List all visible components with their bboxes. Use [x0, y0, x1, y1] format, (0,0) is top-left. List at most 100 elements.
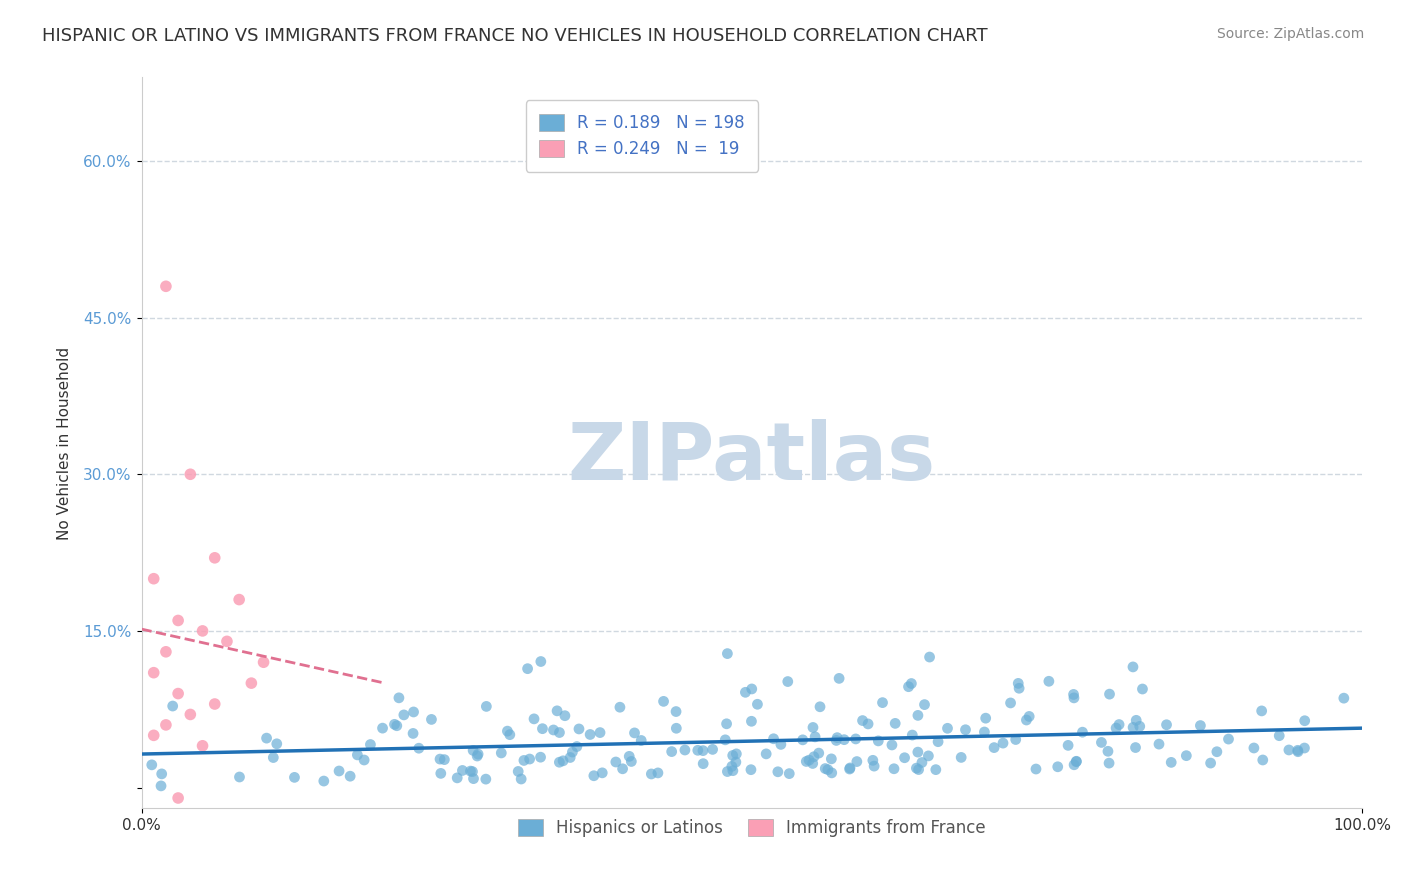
Hispanics or Latinos: [702, 742, 724, 756]
Hispanics or Latinos: [371, 721, 394, 735]
Immigrants from France: [142, 665, 165, 680]
Hispanics or Latinos: [927, 734, 949, 748]
Hispanics or Latinos: [1156, 717, 1178, 731]
Hispanics or Latinos: [339, 769, 361, 783]
Hispanics or Latinos: [1000, 696, 1022, 710]
Hispanics or Latinos: [900, 676, 922, 690]
Hispanics or Latinos: [630, 733, 652, 747]
Hispanics or Latinos: [513, 754, 536, 768]
Hispanics or Latinos: [755, 747, 778, 761]
Hispanics or Latinos: [516, 662, 538, 676]
Immigrants from France: [252, 655, 274, 669]
Hispanics or Latinos: [907, 708, 929, 723]
Hispanics or Latinos: [862, 753, 884, 767]
Hispanics or Latinos: [1175, 748, 1198, 763]
Hispanics or Latinos: [883, 762, 905, 776]
Hispanics or Latinos: [463, 743, 485, 757]
Hispanics or Latinos: [741, 681, 763, 696]
Hispanics or Latinos: [1243, 741, 1265, 756]
Hispanics or Latinos: [721, 759, 744, 773]
Hispanics or Latinos: [530, 655, 553, 669]
Immigrants from France: [204, 550, 226, 565]
Hispanics or Latinos: [897, 680, 920, 694]
Hispanics or Latinos: [950, 750, 973, 764]
Hispanics or Latinos: [554, 708, 576, 723]
Text: HISPANIC OR LATINO VS IMMIGRANTS FROM FRANCE NO VEHICLES IN HOUSEHOLD CORRELATIO: HISPANIC OR LATINO VS IMMIGRANTS FROM FR…: [42, 27, 988, 45]
Legend: Hispanics or Latinos, Immigrants from France: Hispanics or Latinos, Immigrants from Fr…: [510, 813, 993, 844]
Hispanics or Latinos: [884, 716, 907, 731]
Hispanics or Latinos: [1108, 717, 1130, 731]
Hispanics or Latinos: [523, 712, 546, 726]
Hispanics or Latinos: [1098, 756, 1121, 771]
Hispanics or Latinos: [1122, 660, 1144, 674]
Hispanics or Latinos: [328, 764, 350, 778]
Hispanics or Latinos: [817, 763, 839, 777]
Hispanics or Latinos: [839, 761, 862, 775]
Hispanics or Latinos: [384, 717, 406, 731]
Hispanics or Latinos: [801, 721, 824, 735]
Hispanics or Latinos: [804, 730, 827, 744]
Hispanics or Latinos: [582, 769, 605, 783]
Hispanics or Latinos: [872, 696, 894, 710]
Hispanics or Latinos: [1064, 755, 1087, 769]
Hispanics or Latinos: [845, 755, 868, 769]
Hispanics or Latinos: [673, 743, 696, 757]
Hispanics or Latinos: [402, 705, 425, 719]
Hispanics or Latinos: [460, 764, 482, 778]
Immigrants from France: [179, 467, 201, 482]
Hispanics or Latinos: [652, 694, 675, 708]
Hispanics or Latinos: [901, 728, 924, 742]
Hispanics or Latinos: [1046, 760, 1069, 774]
Hispanics or Latinos: [589, 725, 612, 739]
Text: ZIPatlas: ZIPatlas: [568, 418, 936, 497]
Hispanics or Latinos: [446, 771, 468, 785]
Hispanics or Latinos: [1122, 720, 1144, 734]
Hispanics or Latinos: [766, 764, 789, 779]
Hispanics or Latinos: [1066, 754, 1088, 768]
Hispanics or Latinos: [1218, 732, 1240, 747]
Hispanics or Latinos: [856, 717, 879, 731]
Hispanics or Latinos: [420, 713, 443, 727]
Hispanics or Latinos: [1160, 756, 1182, 770]
Hispanics or Latinos: [1286, 745, 1309, 759]
Hispanics or Latinos: [1018, 709, 1040, 723]
Hispanics or Latinos: [640, 767, 662, 781]
Hispanics or Latinos: [762, 731, 785, 746]
Hispanics or Latinos: [955, 723, 977, 737]
Hispanics or Latinos: [346, 747, 368, 762]
Hispanics or Latinos: [863, 759, 886, 773]
Immigrants from France: [142, 572, 165, 586]
Hispanics or Latinos: [686, 743, 709, 757]
Immigrants from France: [215, 634, 238, 648]
Hispanics or Latinos: [561, 745, 583, 759]
Hispanics or Latinos: [1205, 745, 1227, 759]
Hispanics or Latinos: [402, 726, 425, 740]
Hispanics or Latinos: [565, 739, 588, 754]
Hispanics or Latinos: [893, 750, 915, 764]
Hispanics or Latinos: [141, 757, 163, 772]
Hispanics or Latinos: [1268, 729, 1291, 743]
Hispanics or Latinos: [591, 765, 613, 780]
Hispanics or Latinos: [838, 762, 860, 776]
Hispanics or Latinos: [1025, 762, 1047, 776]
Hispanics or Latinos: [1007, 676, 1029, 690]
Hispanics or Latinos: [832, 732, 855, 747]
Immigrants from France: [204, 697, 226, 711]
Hispanics or Latinos: [814, 762, 837, 776]
Hispanics or Latinos: [983, 740, 1005, 755]
Hispanics or Latinos: [1063, 757, 1085, 772]
Hispanics or Latinos: [256, 731, 278, 745]
Hispanics or Latinos: [1294, 714, 1316, 728]
Hispanics or Latinos: [905, 761, 928, 775]
Hispanics or Latinos: [647, 765, 669, 780]
Text: Source: ZipAtlas.com: Source: ZipAtlas.com: [1216, 27, 1364, 41]
Hispanics or Latinos: [548, 725, 571, 739]
Hispanics or Latinos: [543, 723, 565, 737]
Hispanics or Latinos: [461, 764, 484, 779]
Hispanics or Latinos: [1063, 690, 1085, 705]
Hispanics or Latinos: [1125, 740, 1147, 755]
Hispanics or Latinos: [747, 698, 769, 712]
Hispanics or Latinos: [429, 752, 451, 766]
Hispanics or Latinos: [792, 732, 814, 747]
Hispanics or Latinos: [546, 704, 568, 718]
